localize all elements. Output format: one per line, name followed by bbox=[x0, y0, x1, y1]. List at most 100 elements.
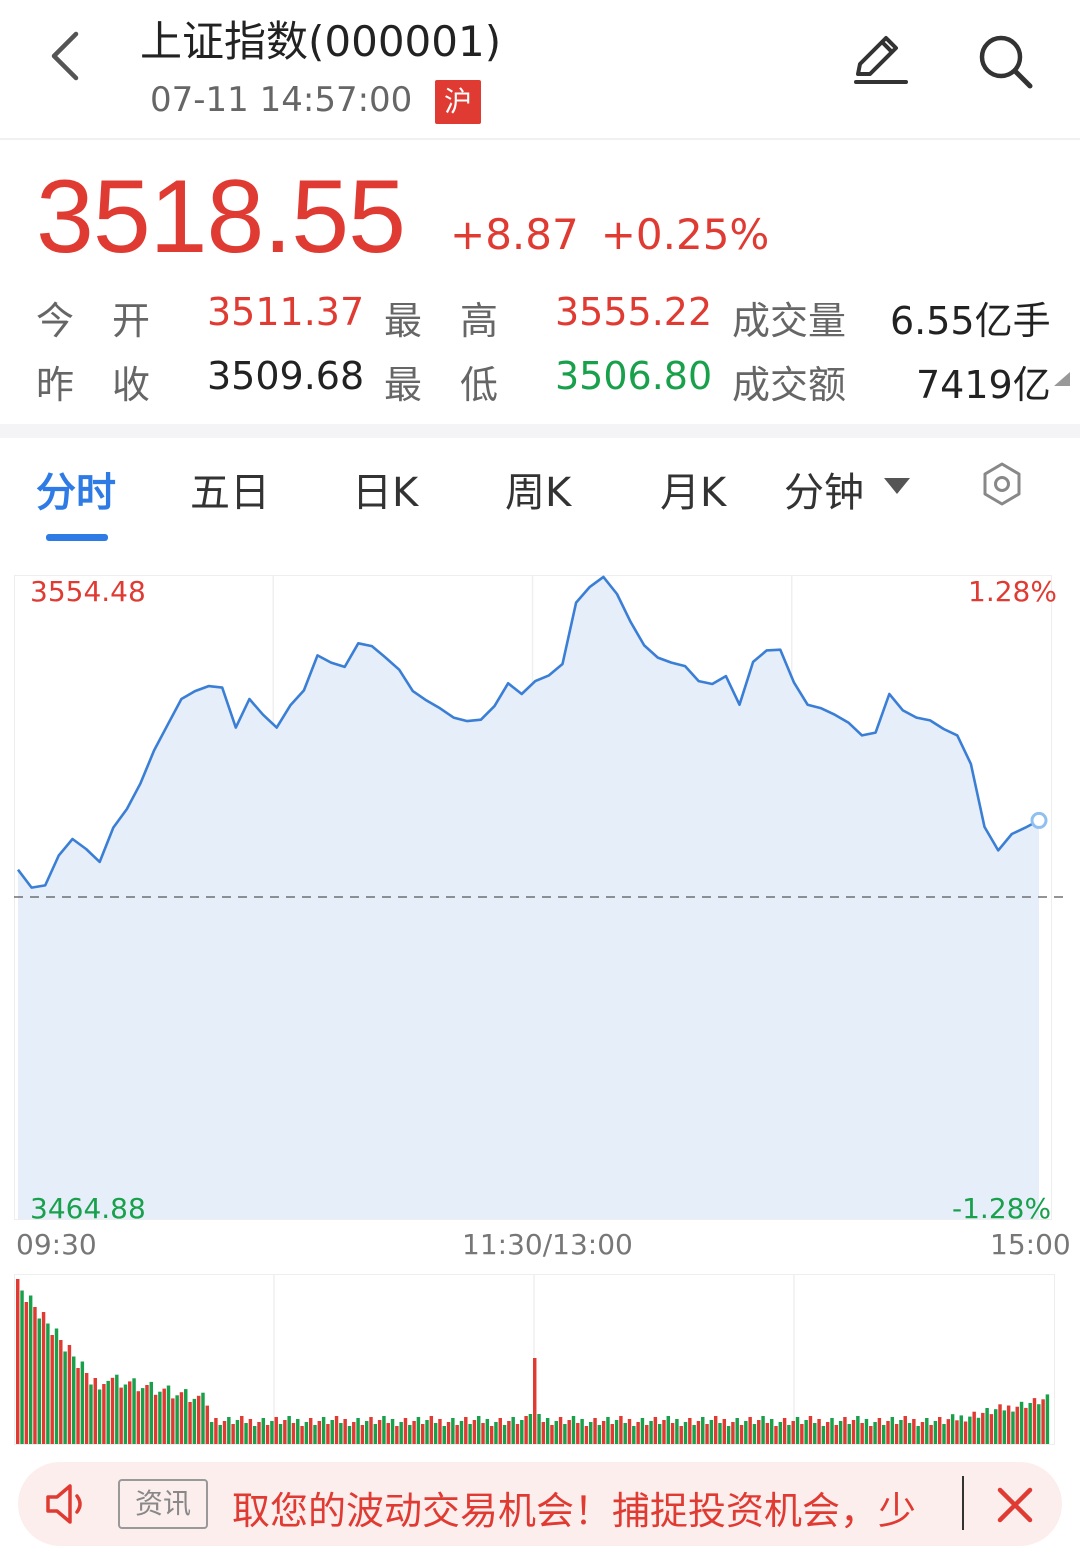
volume-bar bbox=[757, 1420, 761, 1444]
intraday-price-chart[interactable] bbox=[14, 575, 1066, 1221]
volume-bar bbox=[830, 1418, 834, 1444]
volume-bar bbox=[800, 1424, 804, 1444]
volume-bar bbox=[907, 1423, 912, 1444]
volume-bar bbox=[248, 1419, 253, 1444]
expand-stats-icon[interactable] bbox=[1054, 372, 1070, 386]
price-area bbox=[18, 576, 1039, 1219]
volume-bar bbox=[136, 1391, 141, 1444]
volume-bar bbox=[636, 1422, 640, 1444]
volume-bar bbox=[881, 1425, 886, 1444]
settings-icon[interactable] bbox=[980, 462, 1024, 506]
volume-bar bbox=[601, 1421, 606, 1444]
volume-bar bbox=[696, 1421, 701, 1444]
volume-bar bbox=[632, 1426, 636, 1444]
volume-bar bbox=[959, 1415, 963, 1444]
volume-bar bbox=[188, 1402, 192, 1444]
volume-bar bbox=[244, 1423, 248, 1444]
tab-daily-k[interactable]: 日K bbox=[352, 470, 419, 516]
ticker-text[interactable]: 取您的波动交易机会！捕捉投资机会，少 bbox=[232, 1489, 917, 1533]
back-icon[interactable] bbox=[44, 28, 88, 84]
volume-bar bbox=[209, 1422, 214, 1444]
volume-bar bbox=[84, 1373, 89, 1444]
volume-bar bbox=[459, 1421, 464, 1444]
volume-bar bbox=[300, 1426, 304, 1444]
volume-bar bbox=[343, 1419, 347, 1444]
volume-bar bbox=[580, 1419, 584, 1444]
volume-bar bbox=[981, 1412, 985, 1444]
volume-bar bbox=[834, 1425, 839, 1444]
volume-bar bbox=[192, 1398, 197, 1444]
volume-bar bbox=[692, 1425, 696, 1444]
close-icon[interactable] bbox=[996, 1486, 1034, 1524]
page-title: 上证指数(000001) bbox=[140, 17, 502, 66]
volume-bar bbox=[291, 1423, 296, 1444]
volume-bar bbox=[726, 1426, 731, 1444]
volume-bar bbox=[912, 1419, 916, 1444]
header-divider bbox=[0, 138, 1080, 140]
volume-bar bbox=[765, 1423, 770, 1444]
speaker-icon bbox=[46, 1484, 82, 1524]
volume-bar bbox=[287, 1416, 291, 1444]
volume-bar bbox=[455, 1425, 459, 1444]
tab-minute[interactable]: 分钟 bbox=[784, 470, 864, 516]
volume-bar bbox=[916, 1426, 920, 1444]
volume-bar bbox=[123, 1384, 128, 1444]
edit-icon[interactable] bbox=[846, 28, 910, 92]
volume-bar bbox=[222, 1421, 227, 1444]
volume-bar bbox=[205, 1405, 210, 1444]
news-ticker[interactable] bbox=[18, 1462, 1062, 1546]
volume-bar bbox=[132, 1378, 136, 1444]
volume-bar bbox=[545, 1418, 550, 1444]
volume-bar bbox=[550, 1425, 554, 1444]
volume-bar bbox=[903, 1416, 907, 1444]
volume-bar bbox=[821, 1426, 826, 1444]
volume-bar bbox=[442, 1426, 446, 1444]
chart-bottom-percent: -1.28% bbox=[952, 1192, 1052, 1225]
volume-bar bbox=[240, 1416, 244, 1444]
volume-bar bbox=[705, 1424, 709, 1444]
tab-five-day[interactable]: 五日 bbox=[190, 470, 270, 516]
volume-bar bbox=[614, 1420, 619, 1444]
active-tab-indicator bbox=[46, 534, 108, 541]
volume-bar bbox=[524, 1416, 528, 1444]
search-icon[interactable] bbox=[974, 30, 1036, 92]
volume-bar bbox=[537, 1414, 541, 1444]
volume-bar bbox=[963, 1421, 968, 1444]
volume-bar bbox=[416, 1417, 421, 1444]
volume-bar bbox=[476, 1416, 481, 1444]
price-change: +8.87 +0.25% bbox=[450, 210, 791, 259]
volume-bar bbox=[102, 1384, 106, 1444]
tab-weekly-k[interactable]: 周K bbox=[505, 470, 572, 516]
volume-bar bbox=[597, 1425, 602, 1444]
volume-bar bbox=[472, 1420, 477, 1444]
volume-bar bbox=[356, 1418, 360, 1444]
volume-bar bbox=[808, 1416, 813, 1444]
volume-bar bbox=[265, 1425, 270, 1444]
volume-bar bbox=[261, 1418, 266, 1444]
change-percent: +0.25% bbox=[600, 210, 770, 259]
volume-bar bbox=[511, 1417, 515, 1444]
volume-bar bbox=[313, 1425, 317, 1444]
chevron-down-icon[interactable] bbox=[884, 478, 910, 494]
volume-bar bbox=[20, 1290, 24, 1444]
volume-bar bbox=[610, 1424, 614, 1444]
volume-bar bbox=[752, 1424, 757, 1444]
current-price: 3518.55 bbox=[36, 159, 406, 275]
volume-bar bbox=[420, 1424, 425, 1444]
volume-bar bbox=[438, 1419, 442, 1444]
volume-bar bbox=[606, 1417, 610, 1444]
volume-bar bbox=[149, 1381, 154, 1444]
tab-intraday[interactable]: 分时 bbox=[36, 470, 116, 516]
volume-bar bbox=[464, 1417, 468, 1444]
tab-monthly-k[interactable]: 月K bbox=[660, 470, 727, 516]
volume-bar bbox=[145, 1385, 149, 1444]
volume-chart[interactable] bbox=[14, 1274, 1066, 1446]
volume-bar bbox=[683, 1422, 688, 1444]
volume-bar bbox=[179, 1392, 184, 1444]
volume-bar bbox=[804, 1420, 808, 1444]
volume-bar bbox=[498, 1418, 502, 1444]
volume-bar bbox=[1002, 1410, 1007, 1444]
volume-bar bbox=[520, 1420, 524, 1444]
volume-bar bbox=[252, 1426, 257, 1444]
ticker-divider bbox=[962, 1476, 964, 1530]
